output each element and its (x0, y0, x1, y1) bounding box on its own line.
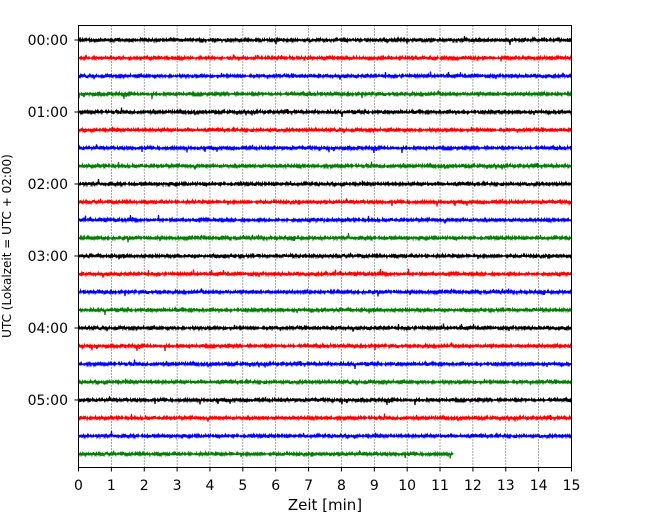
trace-line (77, 125, 573, 135)
x-tick-label: 0 (74, 478, 83, 494)
trace-line (78, 214, 573, 225)
trace-line (77, 430, 573, 440)
trace-line (77, 449, 454, 459)
trace-line (77, 161, 573, 171)
x-tick-label: 10 (398, 478, 416, 494)
trace-line (77, 71, 573, 81)
trace-line (77, 413, 573, 423)
x-tick-label: 2 (140, 478, 149, 494)
trace-line (78, 54, 572, 63)
x-tick-label: 6 (271, 478, 280, 494)
x-tick-label: 15 (563, 478, 581, 494)
x-tick-label: 14 (530, 478, 548, 494)
trace-line (77, 268, 573, 278)
x-tick-label: 8 (337, 478, 346, 494)
trace-line (77, 396, 573, 406)
trace-line (77, 306, 573, 316)
x-tick-label: 13 (497, 478, 515, 494)
trace-line (77, 251, 573, 261)
trace-line (77, 341, 573, 352)
plot-frame (78, 25, 572, 468)
x-tick-label: 11 (431, 478, 449, 494)
trace-line (77, 377, 573, 387)
x-axis-label: Zeit [min] (288, 496, 362, 514)
trace-line (77, 197, 573, 207)
trace-line (78, 144, 573, 154)
y-tick-label: 03:00 (28, 249, 68, 265)
y-axis: 00:00 01:00 02:00 03:00 04:00 05:00 (28, 33, 79, 409)
trace-line (77, 323, 573, 333)
trace-line (77, 287, 573, 297)
x-tick-label: 7 (304, 478, 313, 494)
x-tick-label: 4 (206, 478, 215, 494)
y-tick-label: 02:00 (28, 177, 68, 193)
y-axis-label: UTC (Lokalzeit = UTC + 02:00) (0, 154, 14, 338)
trace-line (77, 35, 573, 45)
trace-line (77, 232, 573, 243)
trace-line (77, 359, 573, 370)
trace-line (78, 107, 573, 118)
x-axis: 0 1 2 3 4 5 6 7 8 9 10 11 12 13 14 15 (74, 467, 581, 494)
y-tick-label: 04:00 (28, 321, 68, 337)
x-tick-label: 3 (173, 478, 182, 494)
y-tick-label: 00:00 (28, 33, 68, 49)
x-tick-label: 12 (464, 478, 482, 494)
trace-line (77, 178, 573, 188)
x-tick-label: 5 (238, 478, 247, 494)
x-tick-label: 9 (370, 478, 379, 494)
y-tick-label: 01:00 (28, 105, 68, 121)
trace-group (77, 35, 573, 459)
x-tick-label: 1 (107, 478, 116, 494)
y-tick-label: 05:00 (28, 393, 68, 409)
trace-line (77, 89, 573, 100)
